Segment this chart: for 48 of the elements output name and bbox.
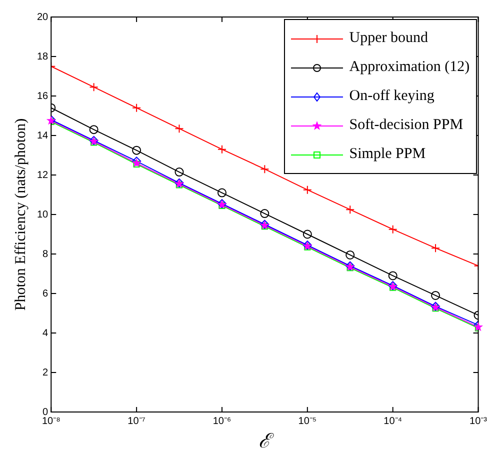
y-tick-label: 2 [42,367,49,378]
point [133,160,140,168]
y-tick-label: 6 [42,288,49,300]
legend-label: Approximation (12) [349,59,470,75]
point [260,209,270,218]
point [388,224,398,234]
y-tick-label: 12 [37,170,49,181]
legend-label: On-off keying [349,88,434,104]
legend-label: Simple PPM [349,146,426,162]
point [46,116,56,125]
y-tick-label: 20 [37,12,49,23]
point [261,223,268,230]
point [217,188,226,198]
legend-label: Upper bound [349,30,428,46]
point [302,230,312,239]
legend-label: Soft-decision PPM [349,117,464,133]
point [390,284,396,291]
point [474,322,484,332]
y-tick-label: 8 [42,248,49,260]
x-axis-title: ℰ [258,430,275,452]
point [260,164,270,174]
point [431,290,440,300]
x-tick-label: 10⁻⁷ [128,416,146,427]
point [431,244,440,253]
y-tick-label: 0 [42,406,49,418]
y-tick-label: 4 [42,328,49,339]
x-tick-label: 10⁻⁵ [298,416,317,427]
y-tick-label: 16 [37,90,49,102]
x-tick-label: 10⁻⁸ [42,416,60,427]
y-tick-label: 14 [37,130,49,142]
point [89,125,98,134]
y-axis-title: Photon Efficiency (nats/photon) [12,118,29,311]
point [302,185,312,194]
point [132,146,142,155]
point [217,144,226,154]
x-tick-label: 10⁻⁶ [212,416,232,427]
point [132,103,142,112]
point [346,250,355,260]
x-tick-label: 10⁻³ [470,416,488,427]
point [346,205,355,214]
point [388,271,398,280]
y-tick-label: 18 [37,51,49,62]
point [174,124,184,134]
point [89,82,98,92]
y-tick-label: 10 [37,209,49,220]
x-tick-label: 10⁻⁴ [384,416,402,427]
point [174,168,184,177]
point [90,139,98,146]
